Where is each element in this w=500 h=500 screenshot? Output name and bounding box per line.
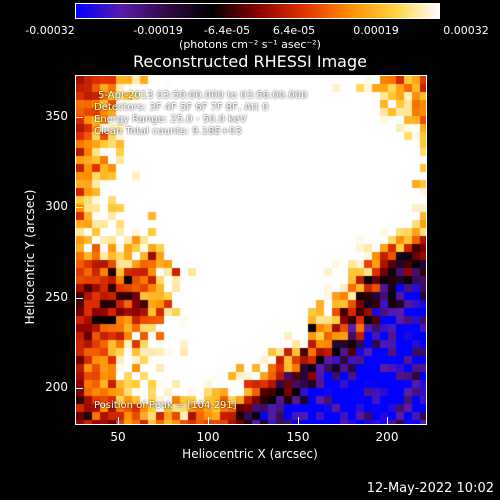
colorbar [75, 3, 440, 19]
x-tick-label: 100 [196, 430, 220, 444]
timestamp: 12-May-2022 10:02 [366, 481, 494, 496]
time-range-label: 5-Apr-2013 03:50:00.000 to 03:56:00.000 [98, 90, 308, 101]
colorbar-tick: -0.00032 [25, 24, 75, 37]
detectors-label: Detectors: 3F 4F 5F 6F 7F 8F, Att 0 [94, 102, 269, 113]
colorbar-tick: 0.00019 [353, 24, 399, 37]
colorbar-units: (photons cm⁻² s⁻¹ asec⁻²) [179, 38, 321, 51]
colorbar-tick: 6.4e-05 [272, 24, 316, 37]
y-tick-label: 300 [45, 199, 68, 213]
clean-counts-label: Clean Total counts: 9.18E+03 [94, 126, 242, 137]
x-axis-label: Heliocentric X (arcsec) [182, 447, 318, 461]
y-axis-label: Heliocentric Y (arcsec) [23, 189, 37, 325]
x-tick-label: 50 [110, 430, 126, 444]
y-tick-mark [75, 298, 83, 299]
colorbar-tick: -6.4e-05 [203, 24, 251, 37]
page-title: Reconstructed RHESSI Image [133, 52, 367, 71]
y-tick-mark [75, 388, 83, 389]
x-tick-label: 150 [286, 430, 310, 444]
x-tick-mark [208, 417, 209, 425]
colorbar-tick: 0.00032 [443, 24, 489, 37]
rhessi-image: 5-Apr-2013 03:50:00.000 to 03:56:00.000 … [75, 75, 427, 425]
colorbar-tick: -0.00019 [133, 24, 183, 37]
energy-range-label: Energy Range: 25.0 - 50.0 keV [94, 114, 247, 125]
y-tick-label: 350 [45, 109, 68, 123]
x-tick-label: 200 [375, 430, 399, 444]
peak-position-label: Position of Peak = [104,291] [94, 400, 237, 411]
y-tick-label: 250 [45, 290, 68, 304]
x-tick-mark [387, 417, 388, 425]
y-tick-mark [75, 117, 83, 118]
y-tick-label: 200 [45, 380, 68, 394]
x-tick-mark [118, 417, 119, 425]
heatmap-canvas [76, 76, 426, 424]
x-tick-mark [298, 417, 299, 425]
y-tick-mark [75, 207, 83, 208]
